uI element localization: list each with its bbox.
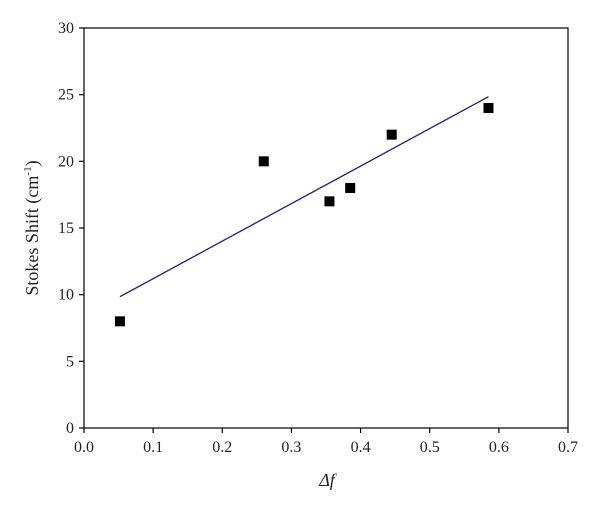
data-point (386, 129, 397, 140)
data-point (324, 196, 335, 207)
y-axis-title-close: ) (22, 160, 43, 166)
data-point (258, 156, 269, 167)
plot-area (83, 27, 569, 429)
plot-frame (83, 27, 569, 429)
y-tick-label: 0 (66, 420, 74, 437)
x-tick-label: 0.0 (74, 439, 94, 456)
y-axis: 0 5 10 15 20 25 30 (58, 20, 84, 437)
data-point (345, 183, 356, 193)
x-tick-label: 0.1 (143, 439, 163, 456)
data-point (114, 316, 125, 327)
x-tick-label: 0.7 (558, 439, 578, 456)
y-tick-label: 10 (58, 287, 74, 304)
fit-line (119, 96, 489, 298)
y-tick-label: 25 (58, 87, 74, 104)
y-axis-title-main: Stokes Shift (cm (22, 176, 43, 296)
x-tick-label: 0.3 (281, 439, 301, 456)
x-axis: 0.0 0.1 0.2 0.3 0.4 0.5 0.6 0.7 (74, 428, 578, 456)
data-point (483, 103, 494, 113)
y-tick-label: 15 (58, 220, 74, 237)
y-tick-label: 5 (66, 353, 74, 370)
x-tick-label: 0.2 (212, 439, 232, 456)
y-tick-label: 20 (58, 153, 74, 170)
x-tick-label: 0.6 (489, 439, 509, 456)
y-axis-title: Stokes Shift (cm-1) (22, 160, 43, 295)
y-tick-label: 30 (58, 20, 74, 37)
x-axis-title: Δf (318, 470, 338, 490)
x-tick-label: 0.5 (420, 439, 440, 456)
series-layer (114, 96, 494, 327)
y-axis-title-superscript: -1 (22, 166, 34, 175)
x-tick-label: 0.4 (351, 439, 371, 456)
